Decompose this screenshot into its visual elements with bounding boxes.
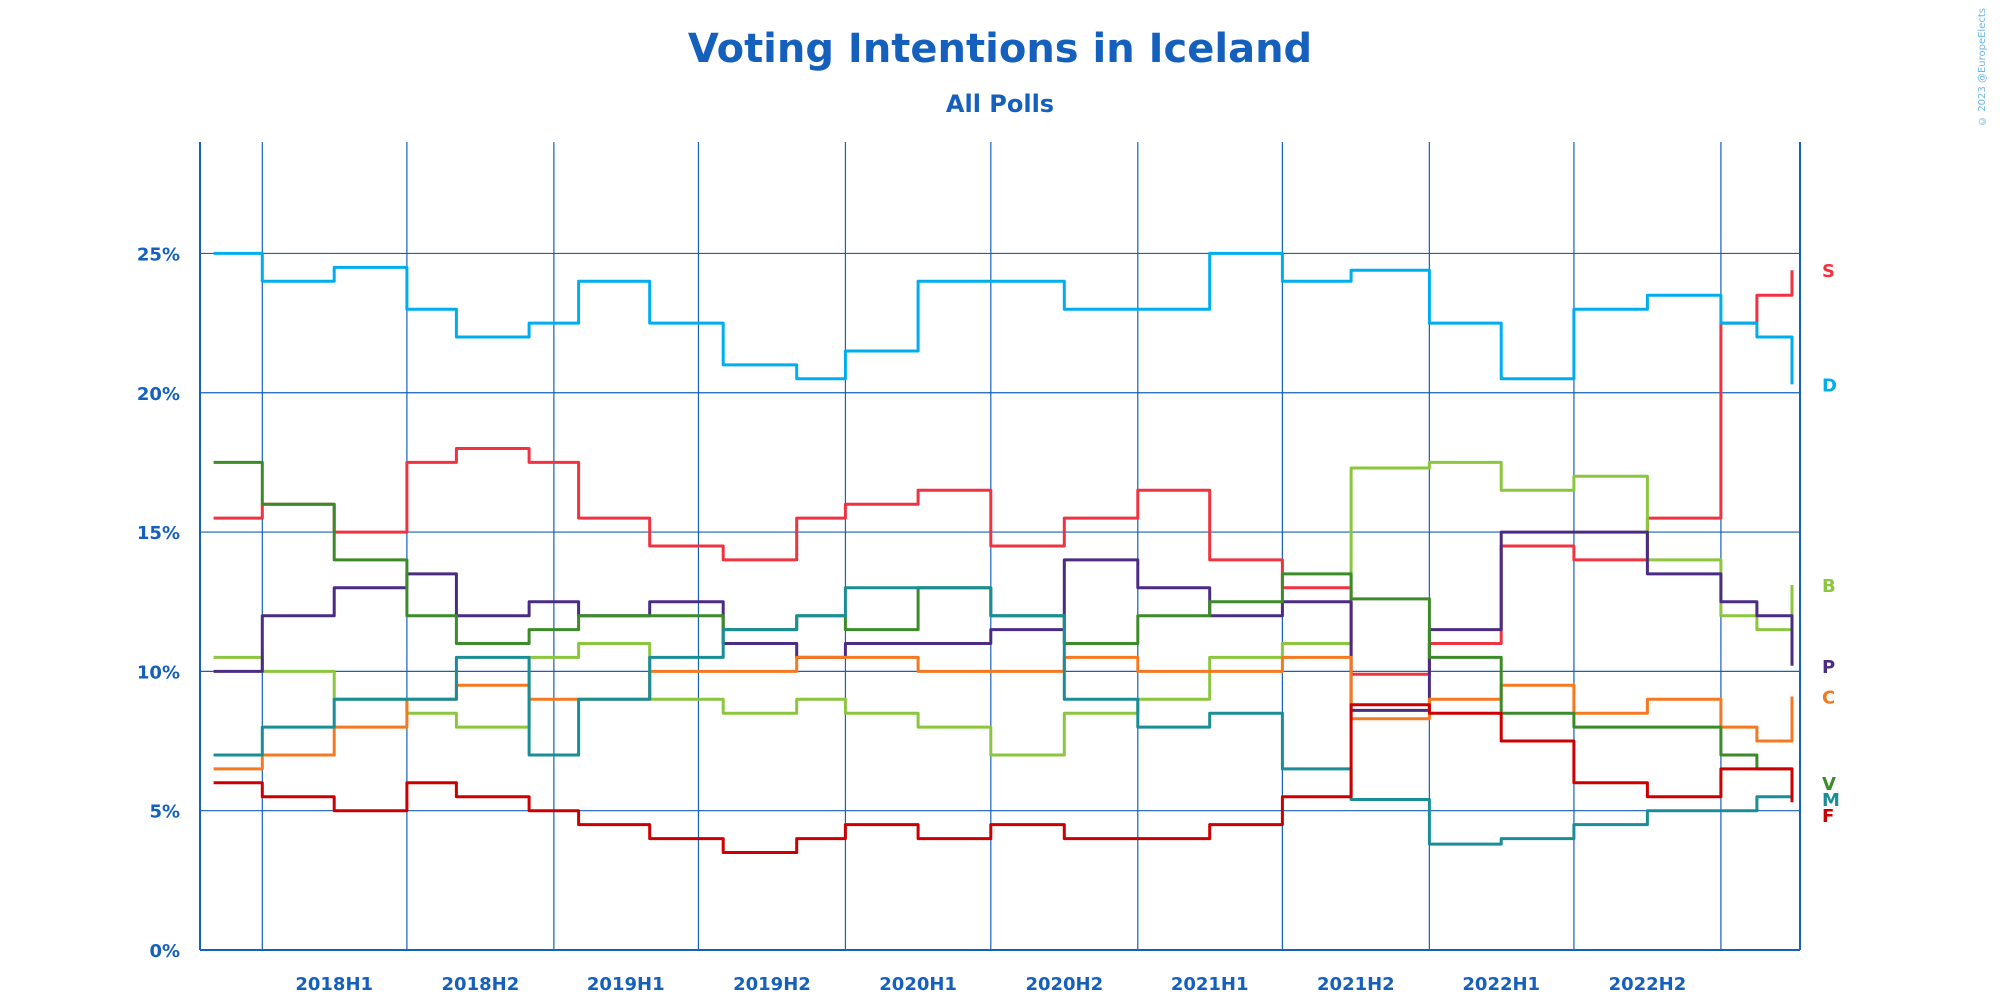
x-tick-label: 2019H1 bbox=[587, 974, 665, 995]
x-tick-label: 2021H1 bbox=[1171, 974, 1249, 995]
y-tick-label: 10% bbox=[137, 662, 180, 683]
series-end-label-s: S bbox=[1822, 261, 1835, 282]
series-end-label-m: M bbox=[1822, 790, 1840, 811]
series-line-v bbox=[213, 460, 1794, 783]
chart-subtitle: All Polls bbox=[946, 90, 1054, 118]
series-line-m bbox=[213, 586, 1792, 846]
x-tick-label: 2018H1 bbox=[295, 974, 373, 995]
axes bbox=[199, 142, 1801, 951]
y-tick-label: 15% bbox=[137, 523, 180, 544]
y-tick-label: 25% bbox=[137, 244, 180, 265]
series-lines bbox=[213, 251, 1794, 854]
series-end-label-c: C bbox=[1822, 687, 1835, 708]
x-tick-label: 2021H2 bbox=[1317, 974, 1395, 995]
series-line-d bbox=[213, 251, 1794, 385]
y-tick-label: 5% bbox=[149, 802, 180, 823]
chart-title: Voting Intentions in Iceland bbox=[688, 26, 1312, 72]
series-end-label-f: F bbox=[1822, 806, 1834, 827]
x-tick-label: 2019H2 bbox=[733, 974, 811, 995]
x-tick-label: 2022H2 bbox=[1609, 974, 1687, 995]
series-end-label-p: P bbox=[1822, 657, 1835, 678]
x-tick-label: 2022H1 bbox=[1462, 974, 1540, 995]
series-end-label-d: D bbox=[1822, 375, 1837, 396]
x-tick-label: 2020H2 bbox=[1025, 974, 1103, 995]
x-tick-label: 2018H2 bbox=[442, 974, 520, 995]
x-tick-label: 2020H1 bbox=[879, 974, 957, 995]
x-axis-tick-labels: 2018H1 2018H2 2019H1 2019H2 2020H1 2020H2 2021… bbox=[295, 974, 1686, 995]
series-end-label-b: B bbox=[1822, 576, 1836, 597]
series-line-s bbox=[213, 270, 1794, 676]
y-axis-tick-labels: 0% 5% 10% 15% 20% 25% bbox=[137, 244, 180, 962]
credit-text: © 2023 @EuropeElects bbox=[1977, 8, 1988, 126]
series-end-labels: S D B PC VMF bbox=[1822, 261, 1840, 827]
series-line-p bbox=[213, 530, 1794, 712]
y-tick-label: 20% bbox=[137, 384, 180, 405]
series-line-f bbox=[213, 703, 1794, 854]
series-end-label-v: V bbox=[1822, 774, 1836, 795]
series-line-b bbox=[213, 460, 1794, 757]
y-tick-label: 0% bbox=[149, 941, 180, 962]
